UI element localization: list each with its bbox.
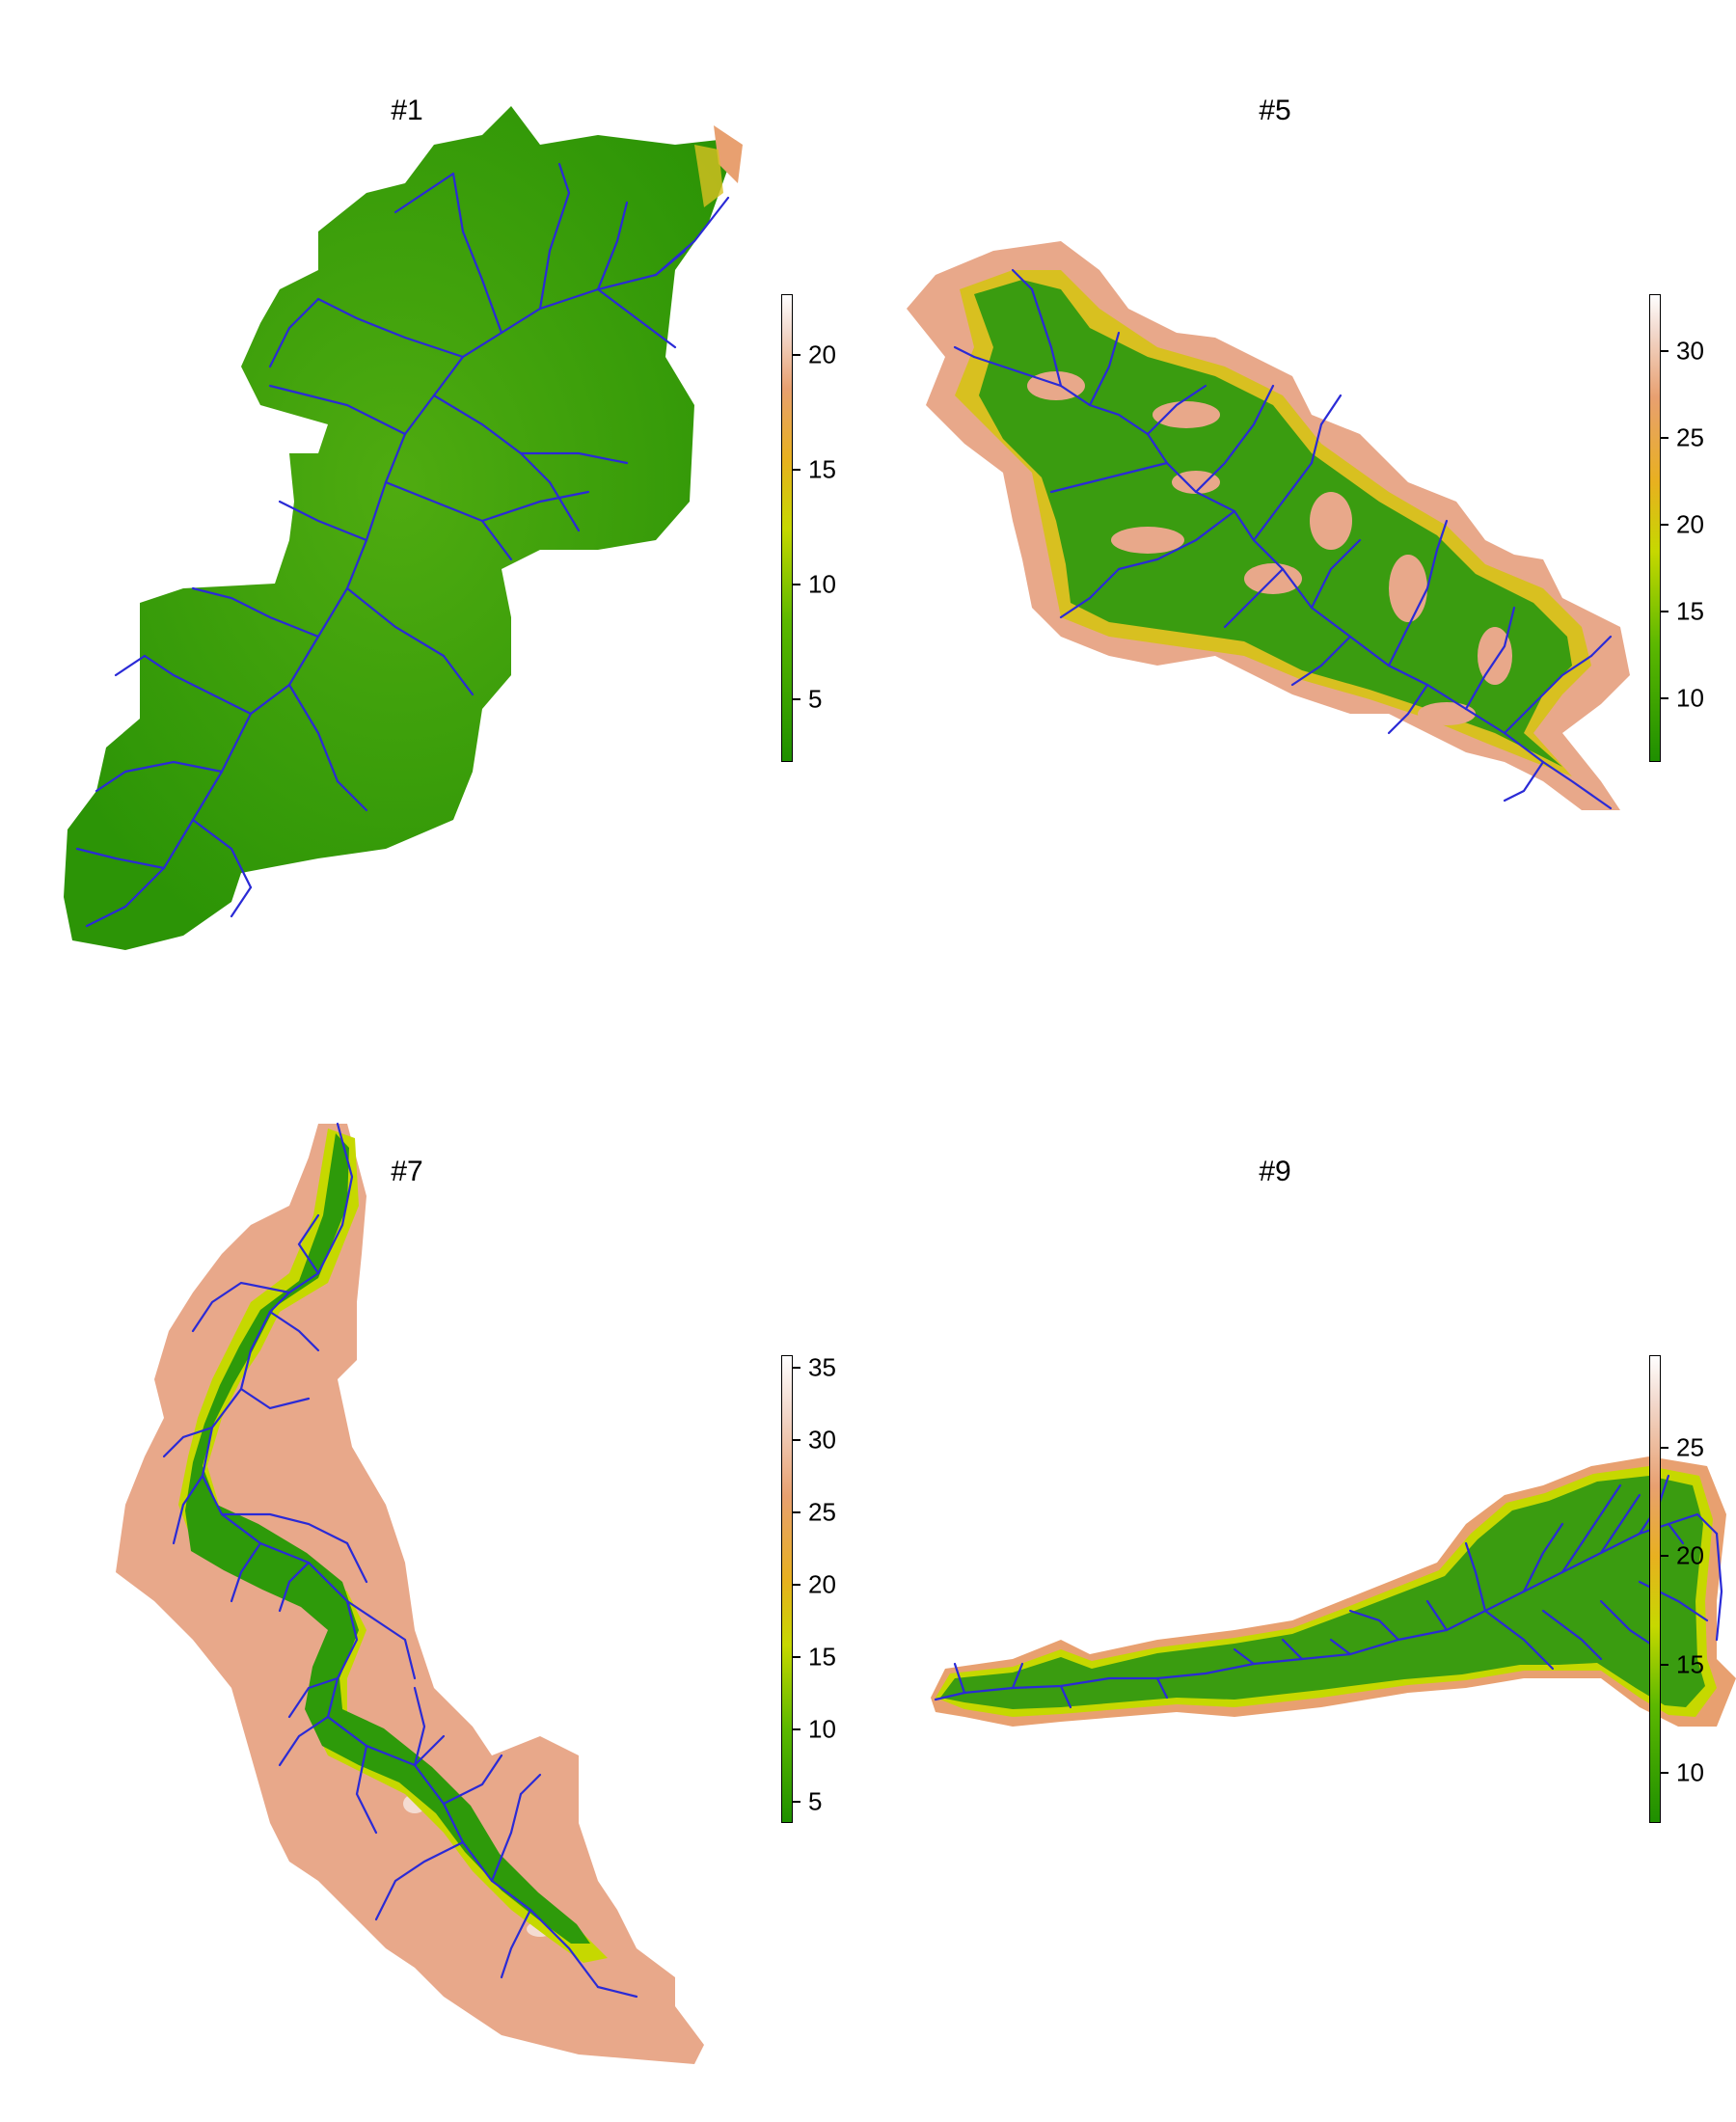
legend-tick xyxy=(793,1728,800,1730)
legend-tick xyxy=(793,584,800,585)
stream-network xyxy=(934,1474,1723,1709)
legend-tick-label: 20 xyxy=(1676,1540,1704,1570)
legend-tick-label: 5 xyxy=(808,1786,823,1816)
legend-color-bar xyxy=(1649,1355,1661,1823)
legend-tick-label: 20 xyxy=(808,1569,836,1599)
panel-1: #1 xyxy=(0,0,868,1061)
legend-tick-label: 25 xyxy=(1676,422,1704,452)
watershed-area xyxy=(64,106,733,950)
watershed-area xyxy=(116,1124,704,2064)
color-legend: 30 25 20 15 10 xyxy=(1649,294,1736,762)
legend-tick xyxy=(793,1439,800,1441)
ridge-patch xyxy=(714,125,743,183)
legend-tick-label: 25 xyxy=(808,1497,836,1527)
color-legend: 25 20 15 10 xyxy=(1649,1355,1736,1823)
panel-title: #7 xyxy=(391,1156,423,1187)
stream-network xyxy=(162,1122,638,1999)
legend-tick-label: 20 xyxy=(808,340,836,369)
panel-title: #1 xyxy=(391,95,423,126)
legend-tick xyxy=(793,469,800,471)
ridge-patch xyxy=(694,145,723,207)
legend-tick xyxy=(1661,1447,1668,1449)
legend-color-bar xyxy=(1649,294,1661,762)
legend-tick-label: 15 xyxy=(1676,596,1704,626)
legend-tick xyxy=(1661,1664,1668,1666)
legend-tick xyxy=(1661,611,1668,612)
legend-tick xyxy=(793,1801,800,1803)
watershed-map xyxy=(116,1122,704,2064)
legend-tick xyxy=(1661,437,1668,439)
legend-tick xyxy=(793,1367,800,1369)
legend-tick-label: 10 xyxy=(808,569,836,599)
color-legend: 35 30 25 20 15 10 5 xyxy=(781,1352,897,1823)
legend-tick-label: 10 xyxy=(1676,1757,1704,1787)
watershed-map xyxy=(931,1456,1736,1727)
watershed-map xyxy=(64,106,743,950)
legend-tick xyxy=(1661,697,1668,699)
legend-color-bar xyxy=(781,1355,793,1823)
legend-tick-label: 15 xyxy=(808,454,836,484)
legend-color-bar xyxy=(781,294,793,762)
stream-network xyxy=(953,268,1613,810)
legend-tick-label: 15 xyxy=(808,1642,836,1672)
legend-tick xyxy=(1661,1555,1668,1557)
terrain-valley xyxy=(185,1133,590,1944)
ridge-highlights xyxy=(1027,371,1512,725)
panel-title: #9 xyxy=(1259,1156,1291,1187)
terrain-valley xyxy=(940,1476,1705,1709)
legend-tick-label: 20 xyxy=(1676,509,1704,539)
legend-tick-label: 25 xyxy=(1676,1432,1704,1462)
legend-tick xyxy=(793,1584,800,1586)
panel-7: #7 xyxy=(0,1061,868,2122)
legend-tick xyxy=(1661,1772,1668,1774)
legend-tick-label: 10 xyxy=(1676,683,1704,713)
legend-tick xyxy=(1661,350,1668,352)
stream-network xyxy=(75,162,730,928)
terrain-valley xyxy=(974,280,1572,767)
legend-tick xyxy=(793,698,800,700)
legend-tick xyxy=(793,354,800,356)
color-legend: 20 15 10 5 xyxy=(781,294,897,762)
legend-tick-label: 5 xyxy=(808,684,823,714)
legend-tick-label: 15 xyxy=(1676,1649,1704,1679)
legend-tick xyxy=(793,1511,800,1513)
panel-title: #5 xyxy=(1259,95,1291,126)
legend-tick-label: 35 xyxy=(808,1352,836,1382)
legend-tick-label: 10 xyxy=(808,1714,836,1744)
legend-tick-label: 30 xyxy=(1676,336,1704,366)
panel-9: #9 25 xyxy=(868,1061,1736,2122)
legend-tick-label: 30 xyxy=(808,1425,836,1455)
legend-tick xyxy=(793,1656,800,1658)
legend-tick xyxy=(1661,524,1668,526)
watershed-map xyxy=(907,241,1630,810)
panel-5: #5 xyxy=(868,0,1736,1061)
